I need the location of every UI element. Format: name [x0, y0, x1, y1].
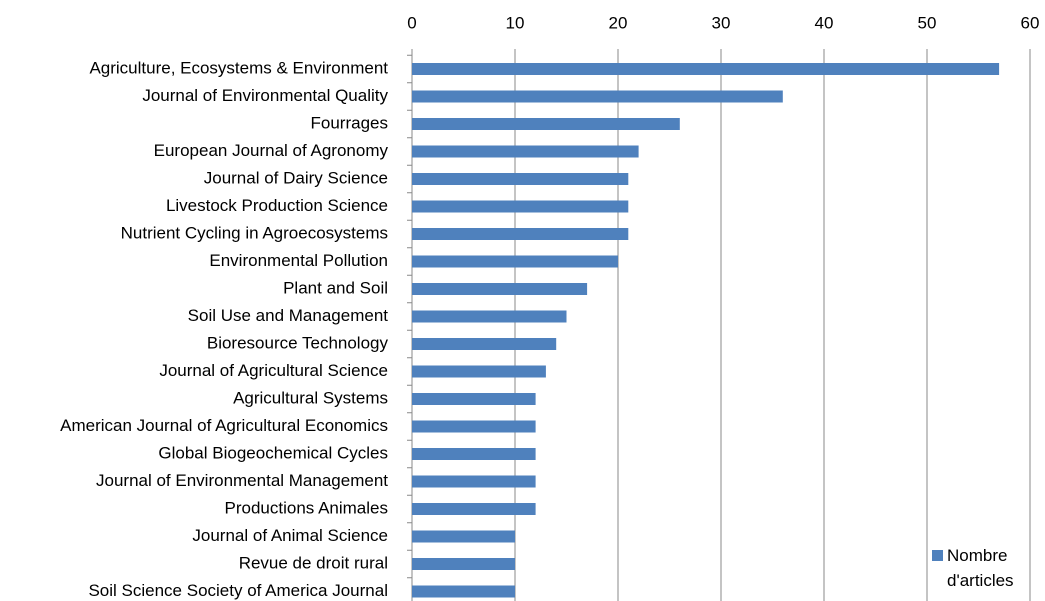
- bar: [412, 393, 536, 405]
- bar: [412, 228, 629, 240]
- y-tick-label: Journal of Dairy Science: [204, 168, 388, 187]
- y-tick-label: Journal of Environmental Management: [96, 471, 388, 490]
- bar: [412, 63, 1000, 75]
- bar: [412, 475, 536, 488]
- y-tick-label: Agriculture, Ecosystems & Environment: [89, 58, 388, 77]
- bar: [412, 90, 783, 103]
- y-tick-label: Global Biogeochemical Cycles: [158, 443, 388, 462]
- x-tick-label: 40: [815, 13, 834, 32]
- bar: [412, 173, 629, 185]
- y-tick-label: Environmental Pollution: [209, 251, 388, 270]
- y-tick-label: Fourrages: [311, 113, 388, 132]
- x-tick-label: 50: [918, 13, 937, 32]
- bar: [412, 310, 567, 323]
- y-tick-label: Journal of Agricultural Science: [159, 361, 388, 380]
- y-tick-label: American Journal of Agricultural Economi…: [60, 416, 388, 435]
- x-tick-label: 0: [407, 13, 416, 32]
- bar: [412, 503, 536, 515]
- y-tick-label: Nutrient Cycling in Agroecosystems: [121, 223, 388, 242]
- bar: [412, 255, 618, 268]
- y-tick-label: Journal of Environmental Quality: [142, 86, 388, 105]
- bar: [412, 365, 546, 378]
- bar: [412, 145, 639, 158]
- y-tick-label: Soil Science Society of America Journal: [88, 581, 388, 600]
- y-tick-label: Bioresource Technology: [207, 333, 389, 352]
- y-tick-label: Plant and Soil: [283, 278, 388, 297]
- y-tick-label: European Journal of Agronomy: [154, 141, 389, 160]
- bar: [412, 558, 515, 570]
- y-tick-label: Revue de droit rural: [239, 553, 388, 572]
- x-tick-label: 60: [1021, 13, 1040, 32]
- bar: [412, 118, 680, 130]
- legend-label: Nombre d'articles: [947, 546, 1014, 590]
- y-tick-label: Livestock Production Science: [166, 196, 388, 215]
- bar: [412, 530, 515, 543]
- legend: Nombre d'articles: [932, 543, 1042, 593]
- x-tick-label: 20: [609, 13, 628, 32]
- bar: [412, 283, 588, 295]
- bar: [412, 338, 557, 350]
- y-tick-label: Agricultural Systems: [233, 388, 388, 407]
- y-tick-label: Soil Use and Management: [188, 306, 389, 325]
- y-tick-label: Journal of Animal Science: [192, 526, 388, 545]
- bar: [412, 200, 629, 213]
- y-tick-label: Productions Animales: [225, 498, 388, 517]
- bar: [412, 585, 515, 598]
- bar: [412, 448, 536, 460]
- x-tick-label: 10: [506, 13, 525, 32]
- bar: [412, 420, 536, 433]
- x-tick-label: 30: [712, 13, 731, 32]
- legend-swatch: [932, 550, 943, 561]
